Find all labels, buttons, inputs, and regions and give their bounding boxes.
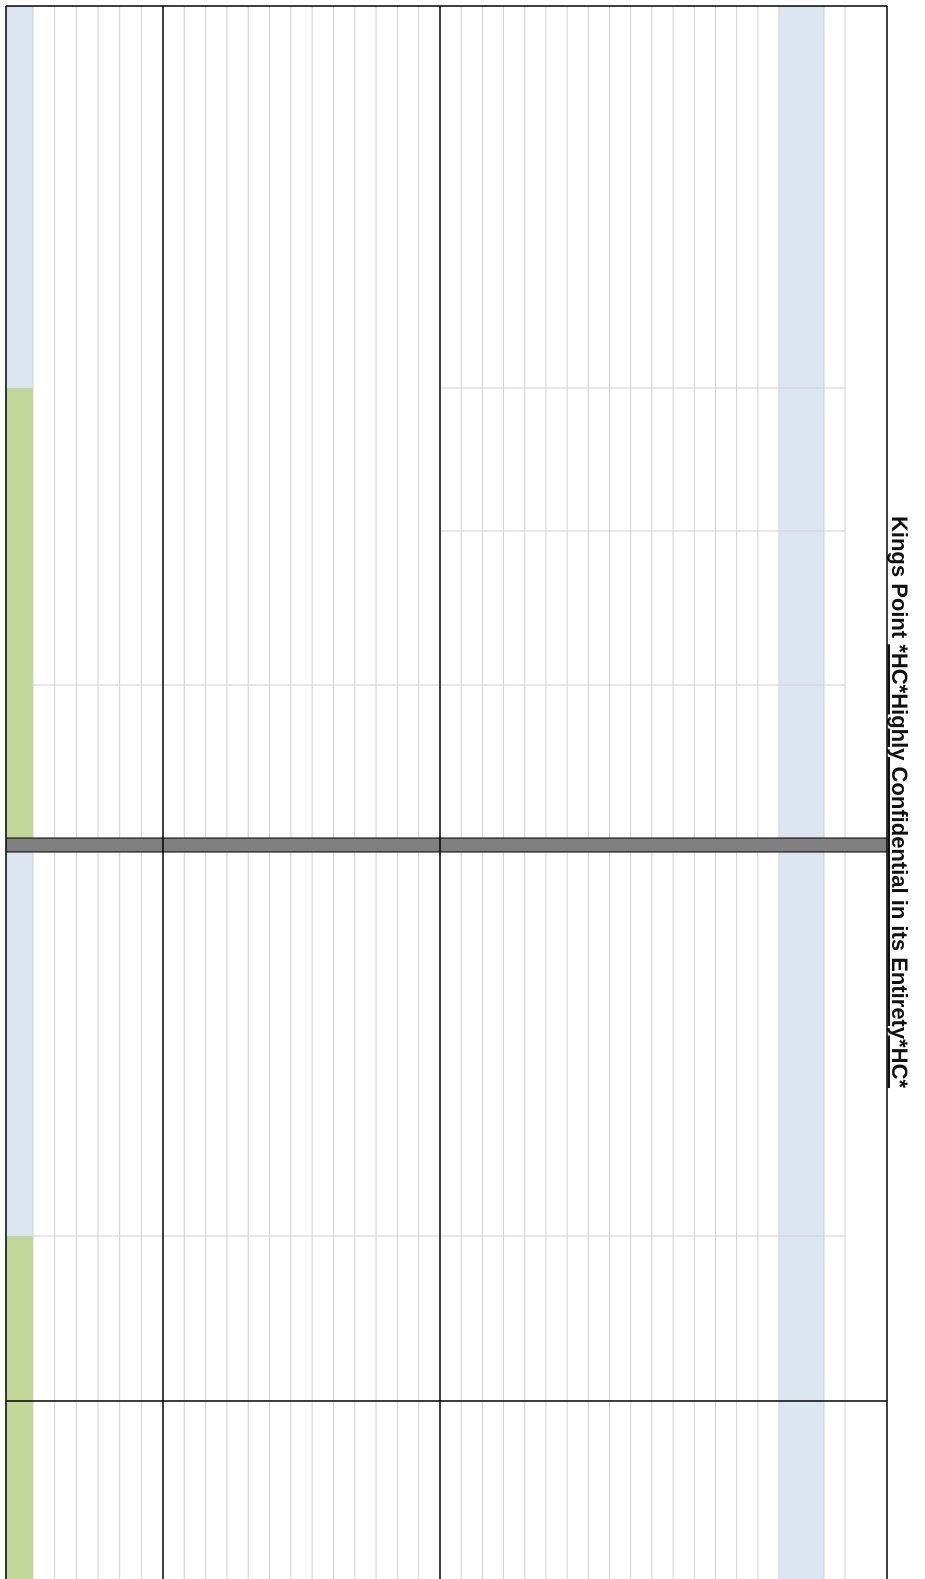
page-header: Kings Point *HC*Highly Confidential in i… bbox=[887, 516, 912, 1088]
borders bbox=[5, 5, 888, 1579]
cell-fill bbox=[6, 6, 33, 388]
cell-fill bbox=[779, 6, 824, 1579]
cell-fill bbox=[6, 852, 33, 1236]
page-break-bar bbox=[5, 837, 888, 853]
cell-fill bbox=[6, 1236, 33, 1579]
header-prefix: Kings Point bbox=[887, 516, 912, 644]
header-title: *HC*Highly Confidential in its Entirety*… bbox=[887, 644, 912, 1088]
grid bbox=[32, 6, 846, 1579]
cell-fill bbox=[6, 388, 33, 838]
